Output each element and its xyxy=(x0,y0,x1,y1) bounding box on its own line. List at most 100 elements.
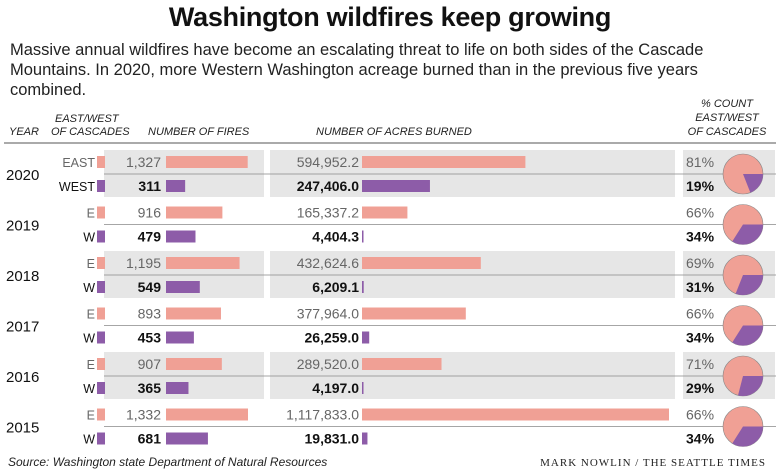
west-acres-label: 247,406.0 xyxy=(297,178,359,194)
east-pct-label: 66% xyxy=(686,407,714,423)
east-pct-label: 66% xyxy=(686,306,714,322)
east-acres-label: 594,952.2 xyxy=(297,154,359,170)
pie-west xyxy=(732,325,763,346)
chart-title: Washington wildfires keep growing xyxy=(168,2,612,32)
west-fires-label: 453 xyxy=(138,330,162,346)
east-acres-label: 165,337.2 xyxy=(297,205,359,221)
east-acres-bar xyxy=(362,257,481,269)
east-pct-label: 71% xyxy=(686,356,714,372)
pie-west xyxy=(732,224,763,245)
credit-line: MARK NOWLIN / THE SEATTLE TIMES xyxy=(540,457,766,469)
east-side-label: EAST xyxy=(62,156,95,170)
east-acres-bar xyxy=(362,408,669,421)
west-side-swatch xyxy=(97,281,105,293)
west-fires-label: 479 xyxy=(138,229,162,245)
year-label: 2020 xyxy=(6,167,39,184)
chart-subtitle: Massive annual wildfires have become an … xyxy=(10,41,704,99)
year-label: 2015 xyxy=(6,420,39,437)
east-side-label: E xyxy=(87,308,95,322)
west-acres-label: 4,197.0 xyxy=(312,380,359,396)
east-side-swatch xyxy=(97,307,105,320)
east-pct-label: 81% xyxy=(686,154,714,170)
east-fires-label: 1,327 xyxy=(126,154,161,170)
column-headers: YEAR EAST/WEST OF CASCADES NUMBER OF FIR… xyxy=(9,98,767,138)
west-acres-label: 4,404.3 xyxy=(312,229,359,245)
east-pct-label: 66% xyxy=(686,205,714,221)
west-side-swatch xyxy=(97,180,105,192)
west-side-swatch xyxy=(97,331,105,344)
source-note: Source: Washington state Department of N… xyxy=(8,455,328,469)
header-fires: NUMBER OF FIRES xyxy=(148,126,250,138)
east-side-swatch xyxy=(97,156,105,168)
west-side-label: W xyxy=(83,231,95,245)
pie-west xyxy=(738,376,763,396)
west-fires-bar xyxy=(166,432,208,445)
east-fires-bar xyxy=(166,408,248,421)
west-fires-bar xyxy=(166,331,194,344)
west-acres-bar xyxy=(362,331,370,344)
west-side-swatch xyxy=(97,230,105,243)
west-side-swatch xyxy=(97,382,105,394)
east-side-swatch xyxy=(97,257,105,269)
west-acres-bar xyxy=(362,382,364,394)
east-acres-label: 289,520.0 xyxy=(297,356,359,372)
west-fires-bar xyxy=(166,382,189,394)
east-fires-bar xyxy=(166,156,248,168)
east-acres-bar xyxy=(362,206,408,219)
west-fires-bar xyxy=(166,281,200,293)
year-label: 2017 xyxy=(6,319,39,336)
west-acres-label: 26,259.0 xyxy=(305,330,360,346)
pie-west xyxy=(732,426,763,447)
east-fires-label: 907 xyxy=(138,356,162,372)
year-label: 2019 xyxy=(6,218,39,235)
east-fires-label: 916 xyxy=(138,205,162,221)
west-side-label: WEST xyxy=(59,180,95,194)
east-fires-bar xyxy=(166,358,222,370)
row-bands xyxy=(104,150,775,399)
east-fires-label: 893 xyxy=(138,306,162,322)
west-fires-label: 549 xyxy=(138,279,162,295)
east-fires-label: 1,195 xyxy=(126,255,161,271)
west-acres-label: 19,831.0 xyxy=(305,431,360,447)
east-acres-bar xyxy=(362,358,442,370)
west-fires-label: 681 xyxy=(138,431,162,447)
east-acres-label: 432,624.6 xyxy=(297,255,359,271)
header-pct-3: OF CASCADES xyxy=(688,126,767,138)
east-acres-bar xyxy=(362,307,466,320)
header-side-1: EAST/WEST xyxy=(55,113,120,125)
east-side-label: E xyxy=(87,409,95,423)
west-acres-label: 6,209.1 xyxy=(312,279,359,295)
east-pct-label: 69% xyxy=(686,255,714,271)
west-fires-bar xyxy=(166,230,196,243)
east-side-label: E xyxy=(87,207,95,221)
west-pct-label: 19% xyxy=(686,178,715,194)
west-side-label: W xyxy=(83,433,95,447)
west-fires-bar xyxy=(166,180,186,192)
header-acres: NUMBER OF ACRES BURNED xyxy=(316,126,472,138)
east-side-label: E xyxy=(87,358,95,372)
west-fires-label: 311 xyxy=(138,178,161,194)
west-fires-label: 365 xyxy=(138,380,162,396)
pie-west xyxy=(735,275,763,296)
east-side-swatch xyxy=(97,358,105,370)
west-pct-label: 29% xyxy=(686,380,715,396)
header-pct-1: % COUNT xyxy=(701,98,754,110)
east-side-swatch xyxy=(97,206,105,219)
year-label: 2016 xyxy=(6,369,39,386)
header-year: YEAR xyxy=(9,126,39,138)
east-side-label: E xyxy=(87,257,95,271)
west-side-swatch xyxy=(97,432,105,445)
data-rows: 2020 EAST 1,327 594,952.2 81% WEST 311 247,406.… xyxy=(6,153,776,447)
header-pct-2: EAST/WEST xyxy=(695,112,760,124)
west-side-label: W xyxy=(83,382,95,396)
west-side-label: W xyxy=(83,281,95,295)
year-label: 2018 xyxy=(6,268,39,285)
east-side-swatch xyxy=(97,408,105,421)
east-acres-label: 1,117,833.0 xyxy=(286,407,359,423)
east-fires-bar xyxy=(166,257,240,269)
header-side-2: OF CASCADES xyxy=(51,126,130,138)
east-acres-bar xyxy=(362,156,526,168)
pie-west xyxy=(743,174,764,193)
west-pct-label: 34% xyxy=(686,431,715,447)
